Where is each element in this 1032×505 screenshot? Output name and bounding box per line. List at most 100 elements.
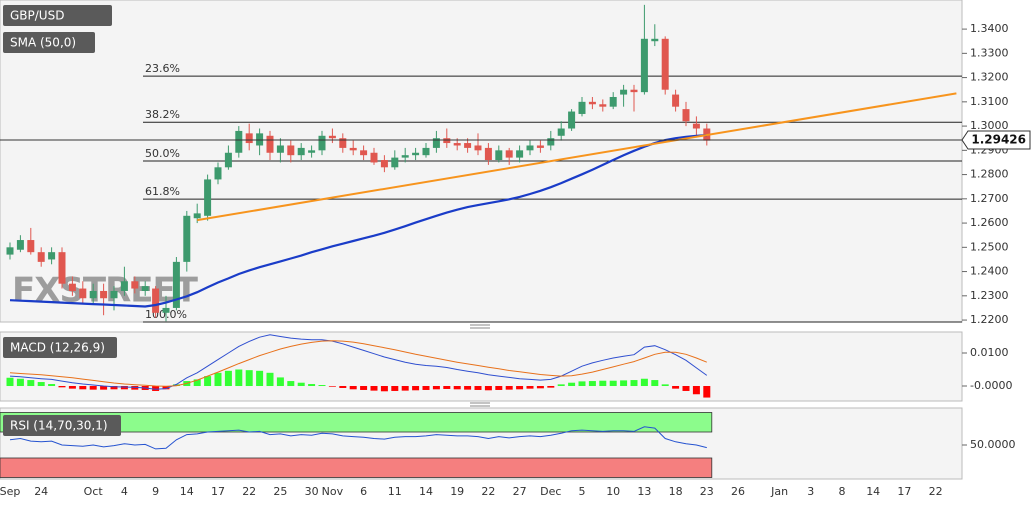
x-tick-label: 17 [211, 485, 225, 498]
macd-histogram-bar [568, 382, 576, 387]
macd-histogram-bar [339, 386, 347, 388]
candle-body [505, 150, 513, 158]
macd-histogram-bar [588, 381, 596, 387]
panel-grip[interactable] [470, 402, 490, 407]
macd-histogram-bar [547, 386, 555, 388]
candle-body [235, 130, 243, 153]
candle-body [100, 290, 108, 299]
x-tick-label: 30 [305, 485, 319, 498]
macd-histogram-bar [276, 377, 284, 387]
indicator-line [9, 426, 707, 450]
macd-histogram-bar [651, 380, 659, 387]
macd-histogram-bar [703, 386, 711, 398]
macd-histogram-bar [609, 380, 617, 387]
candle-body [48, 252, 56, 260]
macd-histogram-bar [266, 372, 274, 387]
rsi-label[interactable]: RSI (14,70,30,1) [3, 415, 121, 436]
trendline [197, 92, 957, 222]
candle-body [287, 145, 295, 156]
macd-histogram-bar [692, 386, 700, 395]
macd-histogram-bar [48, 384, 56, 387]
x-tick-label: 10 [606, 485, 620, 498]
macd-histogram-bar [391, 386, 399, 391]
fib-label: 38.2% [145, 108, 180, 121]
macd-histogram-bar [287, 381, 295, 387]
candle-body [620, 89, 628, 95]
candle-body [443, 138, 451, 144]
candle-body [172, 261, 180, 308]
candle-body [557, 128, 565, 136]
candle-body [193, 213, 201, 219]
candle-body [152, 288, 160, 313]
candle-body [391, 157, 399, 168]
rsi-title: RSI (14,70,30,1) [10, 419, 108, 433]
sma-label[interactable]: SMA (50,0) [3, 32, 95, 53]
macd-histogram-bar [37, 382, 45, 387]
macd-histogram-bar [27, 380, 35, 387]
y-tick-label: -0.0000 [970, 379, 1012, 392]
macd-histogram-bar [578, 381, 586, 387]
candle-body [256, 133, 264, 146]
candle-body [204, 179, 212, 216]
candle-body [401, 155, 409, 158]
macd-histogram-bar [131, 386, 139, 390]
rsi-band [0, 457, 713, 478]
candle-body [318, 135, 326, 151]
candle-body [588, 101, 596, 105]
x-tick-label: 14 [866, 485, 880, 498]
macd-panel [0, 331, 963, 402]
macd-histogram-bar [516, 386, 524, 390]
candle-body [464, 143, 472, 148]
macd-histogram-bar [370, 386, 378, 391]
candle-body [599, 104, 607, 107]
macd-histogram-bar [100, 386, 108, 390]
candle-body [547, 138, 555, 146]
candle-body [89, 290, 97, 299]
candle-body [224, 152, 232, 168]
macd-histogram-bar [464, 386, 472, 390]
candle-body [276, 145, 284, 153]
x-tick-label: Nov [322, 485, 344, 498]
symbol-label[interactable]: GBP/USD [3, 5, 112, 26]
marks: 1.34001.33001.32001.31001.30001.29001.28… [0, 4, 1031, 498]
candle-body [68, 283, 76, 291]
candle-body [183, 215, 191, 262]
macd-histogram-bar [193, 379, 201, 387]
x-tick-label: 14 [419, 485, 433, 498]
x-tick-label: 11 [388, 485, 402, 498]
candle-body [141, 286, 149, 291]
candle-body [422, 147, 430, 156]
macd-histogram-bar [422, 386, 430, 390]
x-tick-label: 19 [450, 485, 464, 498]
y-tick-label: 1.2200 [970, 313, 1009, 326]
candle-body [79, 288, 87, 299]
macd-histogram-bar [630, 380, 638, 387]
macd-histogram-bar [526, 386, 534, 389]
label-box [3, 5, 112, 26]
candle-body [360, 150, 368, 156]
macd-histogram-bar [162, 386, 170, 390]
candle-body [484, 147, 492, 161]
macd-histogram-bar [328, 386, 336, 387]
candle-body [526, 145, 534, 151]
candle-body [370, 152, 378, 163]
macd-histogram-bar [120, 386, 128, 390]
candle-body [661, 38, 669, 90]
x-tick-label: 4 [121, 485, 128, 498]
candle-body [692, 123, 700, 129]
candle-body [578, 101, 586, 114]
y-tick-label: 1.2400 [970, 265, 1009, 278]
candle-body [432, 138, 440, 148]
y-tick-label: 0.0100 [970, 346, 1009, 359]
indicator-line [9, 340, 707, 387]
macd-label[interactable]: MACD (12,26,9) [3, 337, 117, 358]
macd-histogram-bar [360, 386, 368, 390]
candle-body [630, 89, 638, 93]
macd-histogram-bar [640, 378, 648, 387]
candle-body [120, 281, 128, 291]
panel-grip[interactable] [470, 324, 490, 329]
candle-body [245, 133, 253, 144]
candle-body [495, 150, 503, 161]
x-tick-label: 23 [700, 485, 714, 498]
candle-body [37, 252, 45, 262]
